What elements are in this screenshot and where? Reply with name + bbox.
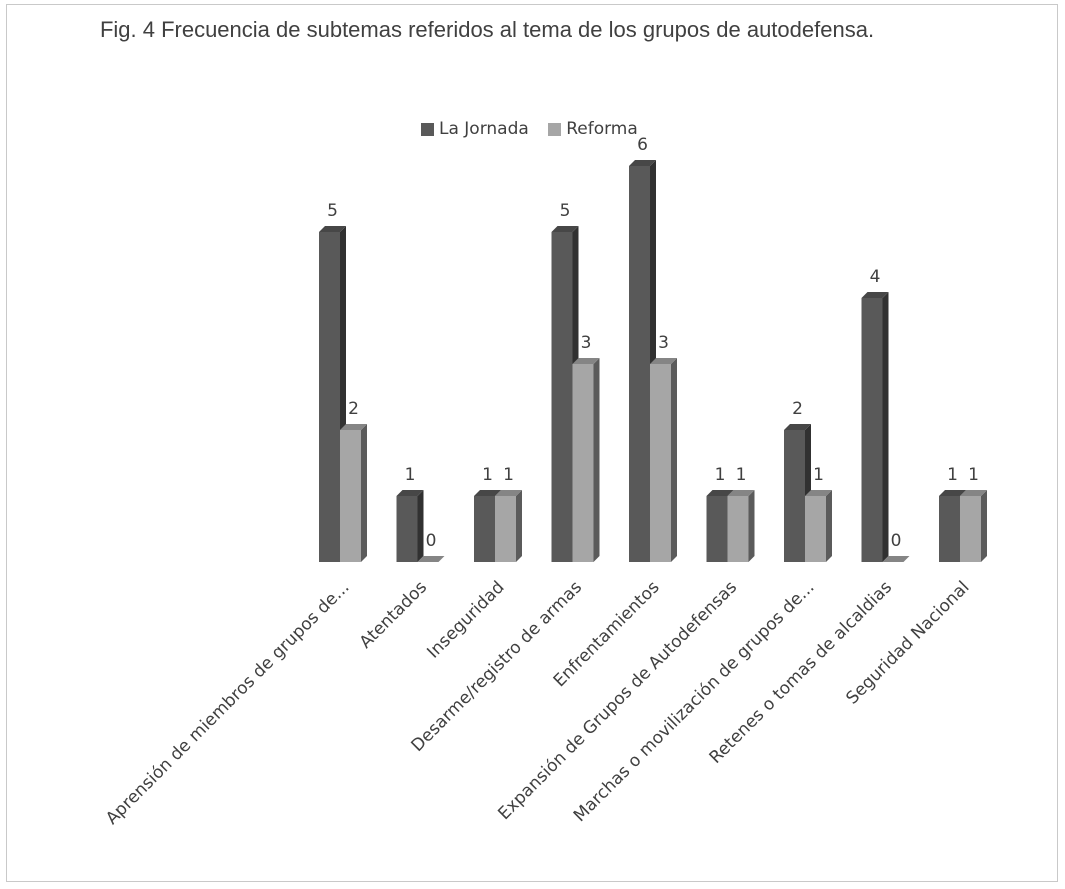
data-label-la-jornada-5: 6 bbox=[637, 135, 648, 155]
data-label-reforma-4: 3 bbox=[581, 333, 592, 353]
legend-label-la-jornada: La Jornada bbox=[439, 119, 529, 139]
bar-reforma-1 bbox=[340, 424, 367, 562]
x-tick-label-atentados: Atentados bbox=[356, 577, 431, 652]
data-label-la-jornada-7: 2 bbox=[792, 399, 803, 419]
bar-reforma-9 bbox=[960, 490, 987, 562]
bar-reforma-4 bbox=[572, 358, 600, 562]
chart-title: Fig. 4 Frecuencia de subtemas referidos … bbox=[99, 17, 875, 42]
data-label-la-jornada-6: 1 bbox=[715, 465, 726, 485]
bar-la-jornada-8 bbox=[861, 292, 889, 562]
data-label-la-jornada-4: 5 bbox=[560, 201, 571, 221]
bar-reforma-5 bbox=[650, 358, 677, 562]
bar-reforma-8 bbox=[882, 556, 910, 562]
data-label-reforma-1: 2 bbox=[348, 399, 359, 419]
bar-reforma-6 bbox=[727, 490, 755, 562]
bar-la-jornada-2 bbox=[396, 490, 424, 562]
data-label-reforma-2: 0 bbox=[426, 531, 437, 551]
data-label-la-jornada-3: 1 bbox=[482, 465, 493, 485]
data-label-la-jornada-8: 4 bbox=[870, 267, 881, 287]
data-label-reforma-3: 1 bbox=[503, 465, 514, 485]
data-label-la-jornada-1: 5 bbox=[327, 201, 338, 221]
data-label-reforma-8: 0 bbox=[891, 531, 902, 551]
legend-item-reforma: Reforma bbox=[548, 119, 638, 139]
legend-item-la-jornada: La Jornada bbox=[421, 119, 529, 139]
legend-label-reforma: Reforma bbox=[566, 119, 638, 139]
legend-swatch-la-jornada bbox=[421, 122, 434, 136]
data-label-la-jornada-2: 1 bbox=[405, 465, 416, 485]
chart-legend: La Jornada Reforma bbox=[421, 119, 652, 141]
x-tick-label-inseguridad: Inseguridad bbox=[423, 577, 508, 662]
legend-swatch-reforma bbox=[548, 122, 562, 136]
data-label-reforma-5: 3 bbox=[658, 333, 669, 353]
data-label-la-jornada-9: 1 bbox=[947, 465, 958, 485]
data-label-reforma-6: 1 bbox=[736, 465, 747, 485]
data-label-reforma-7: 1 bbox=[813, 465, 824, 485]
bar-reforma-7 bbox=[805, 490, 832, 562]
bar-reforma-2 bbox=[417, 556, 445, 562]
bar-reforma-3 bbox=[495, 490, 522, 562]
data-label-reforma-9: 1 bbox=[968, 465, 979, 485]
x-tick-label-aprension-de-miembros-de-grupos-de: Aprensión de miembros de grupos de... bbox=[102, 577, 353, 828]
